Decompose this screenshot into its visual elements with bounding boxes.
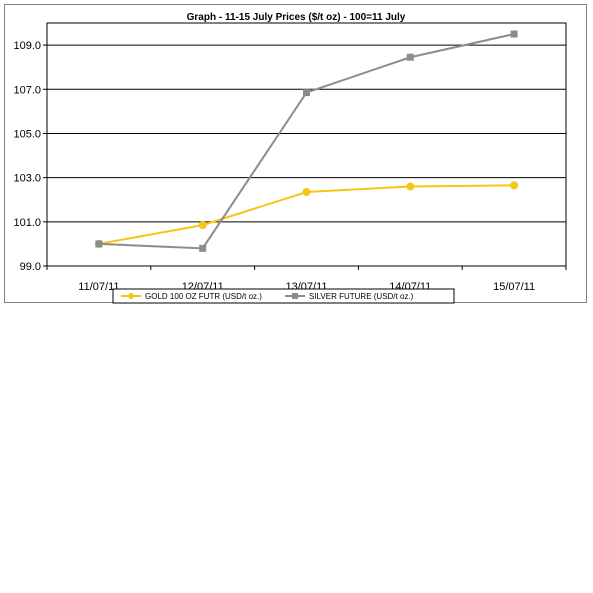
legend-marker (292, 293, 298, 299)
gridlines (47, 44, 566, 267)
legend-marker (128, 293, 134, 299)
data-point (406, 182, 415, 191)
data-point (303, 89, 310, 97)
line-chart: Graph - 11-15 July Prices ($/t oz) - 100… (13, 12, 567, 304)
x-tick-label: 11/07/11 (78, 281, 119, 293)
series-layer (94, 30, 519, 252)
y-tick-label: 103.0 (13, 173, 41, 185)
x-tick-label: 15/07/11 (493, 281, 535, 293)
data-point (302, 187, 311, 196)
legend-entry: SILVER FUTURE (USD/t oz.) (285, 292, 414, 301)
chart-frame: Graph - 11-15 July Prices ($/t oz) - 100… (4, 4, 587, 304)
legend-box (112, 288, 455, 304)
data-point (95, 240, 103, 248)
legend-label: SILVER FUTURE (USD/t oz.) (309, 292, 414, 301)
legend: GOLD 100 OZ FUTR (USD/t oz.) SILVER FUTUR… (112, 288, 455, 304)
y-axis: 99.0 101.0 103.0 105.0 107.0 109.0 (13, 40, 47, 273)
data-point (199, 244, 207, 252)
y-tick-label: 99.0 (20, 261, 41, 273)
series-gold (94, 181, 519, 248)
legend-entry: GOLD 100 OZ FUTR (USD/t oz.) (121, 292, 262, 301)
data-point (198, 221, 207, 230)
series-silver (95, 30, 518, 252)
y-tick-label: 107.0 (13, 84, 41, 96)
data-point (510, 181, 519, 190)
plot-area (46, 22, 567, 267)
series-line (98, 33, 515, 250)
data-point (510, 30, 518, 38)
y-tick-label: 101.0 (13, 217, 41, 229)
data-point (406, 53, 414, 61)
chart-title: Graph - 11-15 July Prices ($/t oz) - 100… (187, 12, 406, 23)
y-tick-label: 105.0 (13, 128, 41, 140)
legend-label: GOLD 100 OZ FUTR (USD/t oz.) (145, 292, 262, 301)
y-tick-label: 109.0 (13, 40, 41, 52)
